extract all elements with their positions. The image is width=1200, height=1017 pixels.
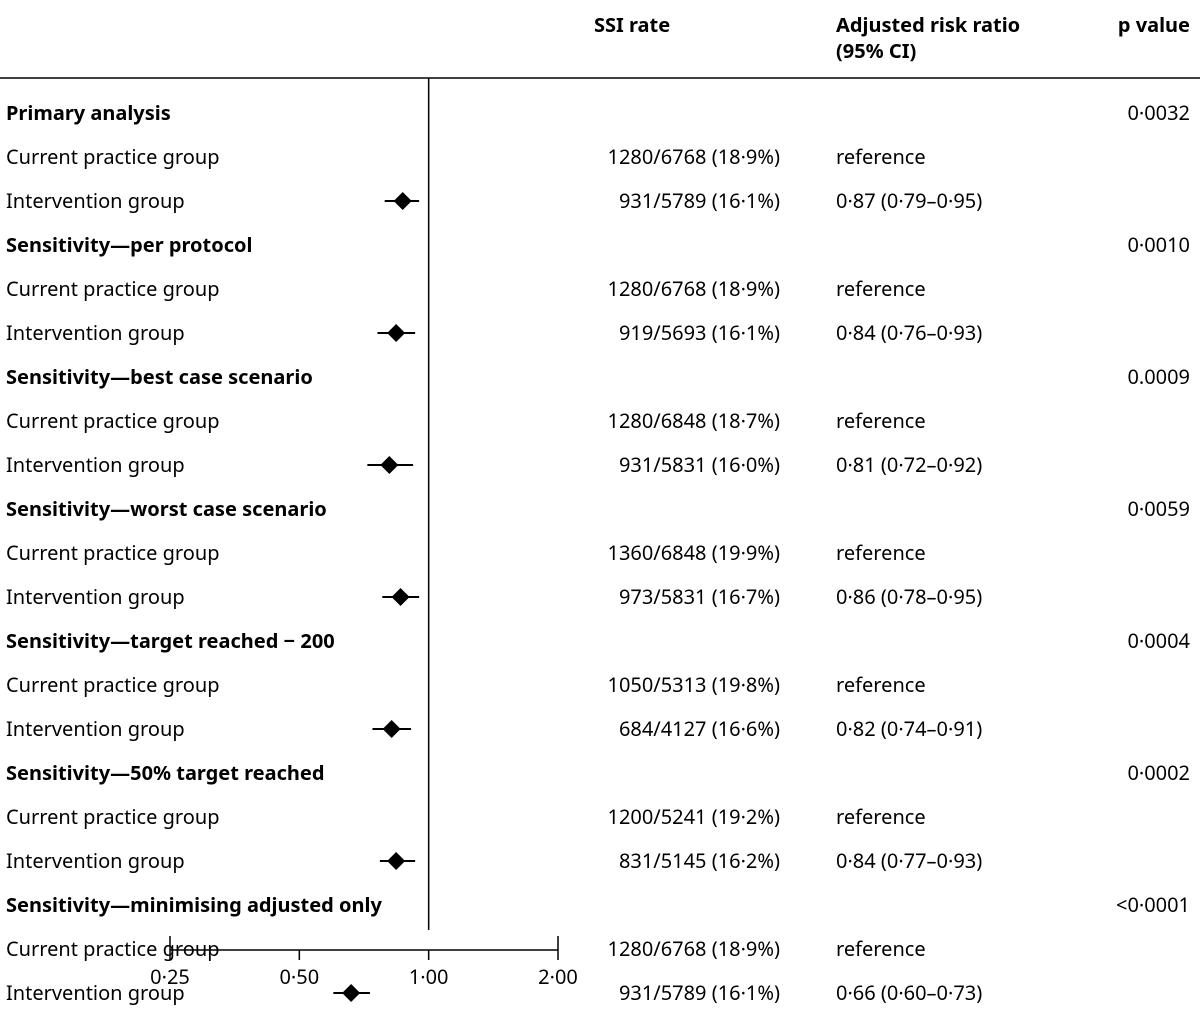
arr-text: 0·82 (0·74–0·91) <box>836 715 982 742</box>
col-header-ssi: SSI rate <box>594 11 670 38</box>
arr-text: reference <box>836 407 926 434</box>
row-label: Sensitivity—best case scenario <box>6 363 313 390</box>
arr-text: 0·81 (0·72–0·92) <box>836 451 982 478</box>
axis-tick-label: 0·50 <box>279 963 319 990</box>
row-label: Sensitivity—target reached − 200 <box>6 627 335 654</box>
arr-text: reference <box>836 935 926 962</box>
arr-text: reference <box>836 803 926 830</box>
p-value: 0·0010 <box>1127 231 1190 258</box>
p-value: 0·0002 <box>1127 759 1190 786</box>
point-estimate-diamond <box>387 324 405 342</box>
row-label: Intervention group <box>6 187 185 214</box>
row-label: Current practice group <box>6 539 220 566</box>
ssi-rate: 1280/6848 (18·7%) <box>608 407 780 434</box>
p-value: 0·0059 <box>1127 495 1190 522</box>
row-label: Sensitivity—minimising adjusted only <box>6 891 382 918</box>
col-header-arr-line1: Adjusted risk ratio <box>836 11 1020 38</box>
point-estimate-diamond <box>383 720 401 738</box>
ssi-rate: 1280/6768 (18·9%) <box>608 275 780 302</box>
ssi-rate: 1360/6848 (19·9%) <box>608 539 780 566</box>
arr-text: reference <box>836 143 926 170</box>
row-label: Current practice group <box>6 275 220 302</box>
arr-text: 0·84 (0·76–0·93) <box>836 319 982 346</box>
point-estimate-diamond <box>394 192 412 210</box>
row-label: Current practice group <box>6 935 220 962</box>
row-label: Sensitivity—per protocol <box>6 231 253 258</box>
row-label: Intervention group <box>6 715 185 742</box>
row-label: Sensitivity—worst case scenario <box>6 495 327 522</box>
row-label: Intervention group <box>6 583 185 610</box>
ssi-rate: 931/5789 (16·1%) <box>619 979 780 1006</box>
row-label: Current practice group <box>6 671 220 698</box>
row-label: Sensitivity—50% target reached <box>6 759 324 786</box>
point-estimate-diamond <box>342 984 360 1002</box>
arr-text: reference <box>836 539 926 566</box>
axis-tick-label: 0·25 <box>150 963 190 990</box>
p-value: <0·0001 <box>1116 891 1190 918</box>
point-estimate-diamond <box>387 852 405 870</box>
col-header-p: p value <box>1118 11 1190 38</box>
p-value: 0·0032 <box>1127 99 1190 126</box>
ssi-rate: 919/5693 (16·1%) <box>619 319 780 346</box>
row-label: Intervention group <box>6 451 185 478</box>
row-label: Current practice group <box>6 803 220 830</box>
ssi-rate: 1200/5241 (19·2%) <box>608 803 780 830</box>
row-label: Primary analysis <box>6 99 171 126</box>
row-label: Current practice group <box>6 143 220 170</box>
ssi-rate: 931/5789 (16·1%) <box>619 187 780 214</box>
ssi-rate: 1280/6768 (18·9%) <box>608 935 780 962</box>
point-estimate-diamond <box>380 456 398 474</box>
forest-svg: SSI rate Adjusted risk ratio(95% CI) p val… <box>0 0 1200 1017</box>
arr-text: 0·86 (0·78–0·95) <box>836 583 982 610</box>
axis-tick-label: 2·00 <box>538 963 578 990</box>
axis-tick-label: 1·00 <box>409 963 449 990</box>
point-estimate-diamond <box>392 588 410 606</box>
arr-text: reference <box>836 275 926 302</box>
arr-text: 0·66 (0·60–0·73) <box>836 979 982 1006</box>
ssi-rate: 831/5145 (16·2%) <box>619 847 780 874</box>
arr-text: 0·87 (0·79–0·95) <box>836 187 982 214</box>
ssi-rate: 931/5831 (16·0%) <box>619 451 780 478</box>
ssi-rate: 1280/6768 (18·9%) <box>608 143 780 170</box>
forest-plot: SSI rate Adjusted risk ratio(95% CI) p val… <box>0 0 1200 1017</box>
ssi-rate: 684/4127 (16·6%) <box>619 715 780 742</box>
ssi-rate: 973/5831 (16·7%) <box>619 583 780 610</box>
col-header-arr-line2: (95% CI) <box>836 37 916 64</box>
arr-text: 0·84 (0·77–0·93) <box>836 847 982 874</box>
p-value: 0·0004 <box>1127 627 1190 654</box>
row-label: Intervention group <box>6 847 185 874</box>
arr-text: reference <box>836 671 926 698</box>
row-label: Current practice group <box>6 407 220 434</box>
row-label: Intervention group <box>6 319 185 346</box>
ssi-rate: 1050/5313 (19·8%) <box>608 671 780 698</box>
p-value: 0.0009 <box>1127 363 1190 390</box>
